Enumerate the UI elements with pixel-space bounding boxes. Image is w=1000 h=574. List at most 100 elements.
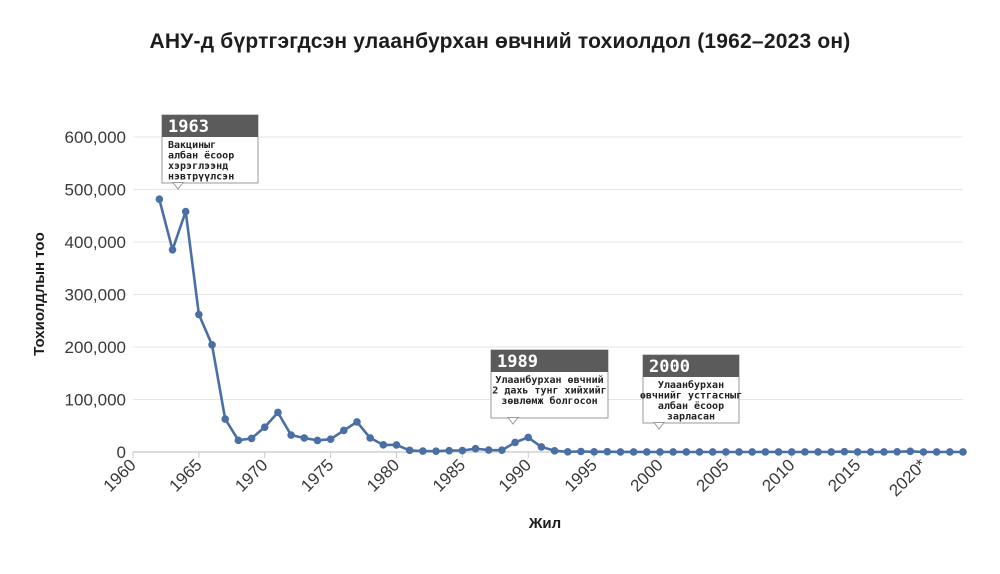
annotation-header [162,115,258,137]
data-point [814,448,822,456]
data-point [616,448,625,456]
y-tick-label: 0 [117,443,126,462]
data-point [247,434,256,443]
annotation-text-line: Вакциныг [168,140,216,151]
data-point [827,448,836,456]
data-point [339,426,348,435]
annotation-pointer [171,182,185,190]
data-point [524,433,533,442]
data-point [840,447,849,456]
annotation-text-line: зарласан [667,412,715,423]
data-point [801,448,809,456]
data-point [379,441,388,449]
data-point [866,448,875,456]
x-tick-label: 1980 [363,455,403,495]
data-point [392,441,401,449]
x-tick-label: 1960 [100,455,140,495]
x-tick-label: 1975 [297,455,337,495]
annotation-header [643,355,739,377]
data-point [432,447,440,456]
data-point [735,448,743,456]
x-tick-label: 1965 [166,455,206,495]
data-point [405,446,414,455]
data-point [168,245,177,254]
annotation-text-line: зөвлөмж болгосон [501,395,597,407]
data-point [656,448,664,456]
data-point [458,446,467,455]
annotation-text-line: албан ёсоор [658,400,724,412]
x-tick-label: 2005 [693,455,733,495]
x-tick-label: 1985 [429,455,469,495]
data-point [287,431,295,439]
data-point [695,448,704,456]
data-point [748,448,757,456]
data-point [919,448,928,456]
data-point [326,435,335,444]
series [155,195,967,456]
data-point [195,310,203,319]
data-point [260,423,269,431]
y-tick-label: 600,000 [65,128,126,147]
data-point [419,447,427,455]
data-point [590,448,598,456]
data-point [708,448,717,456]
data-point [787,448,796,456]
annotation-text-line: албан ёсоор [168,150,234,162]
y-axis-title: Тохиолдлын тоо [31,232,48,355]
data-point [946,448,954,456]
data-point [181,207,190,216]
annotation-year: 1989 [497,352,538,372]
data-point [853,448,862,456]
data-point [234,436,243,445]
annotation-text-line: хэрэглээнд [168,161,228,172]
annotation-text-line: өвчнийг устгасныг [640,390,742,402]
x-tick-label: 1995 [561,455,601,495]
data-point [366,434,374,442]
data-point [880,448,888,456]
annotation-pointer [652,422,666,430]
data-point [300,434,309,442]
data-point [550,447,559,455]
y-tick-label: 400,000 [65,233,126,252]
chart-title: АНУ-д бүртгэгдсэн улаанбурхан өвчний тох… [149,30,851,53]
data-point [577,447,585,456]
data-point [722,448,730,456]
x-axis-title: Жил [528,515,561,532]
data-point [208,341,216,349]
data-point [669,448,677,456]
x-tick-label: 2000 [627,455,667,495]
data-point [313,436,322,445]
data-point [353,418,361,426]
data-point [629,448,638,456]
annotation-text-line: 2 дахь тунг хийхийг [492,385,606,397]
data-point [893,448,901,456]
data-point [537,443,546,451]
data-point [603,447,612,456]
data-point [155,195,164,203]
data-point [563,448,572,456]
annotation-year: 1963 [168,117,209,137]
data-point [906,447,915,456]
x-tick-label: 2020* [885,455,930,500]
data-point [498,446,506,455]
annotation-pointer [506,417,520,425]
annotation-text-line: Улаанбурхан [658,379,724,391]
data-point [774,448,783,456]
x-tick-label: 2015 [824,455,864,495]
data-point [221,415,230,423]
annotation-header [491,350,608,372]
y-tick-label: 500,000 [65,181,126,200]
data-point [761,448,770,456]
x-tick-label: 1970 [231,455,271,495]
y-tick-label: 300,000 [65,286,126,305]
annotation-text-line: нэвтрүүлсэн [168,172,234,183]
x-tick-label: 1990 [495,455,535,495]
data-point [682,448,691,456]
data-point [932,448,941,456]
axes: 0 100,000 200,000 300,000 400,000 500,000 600,… [31,128,963,532]
data-point [643,448,651,456]
